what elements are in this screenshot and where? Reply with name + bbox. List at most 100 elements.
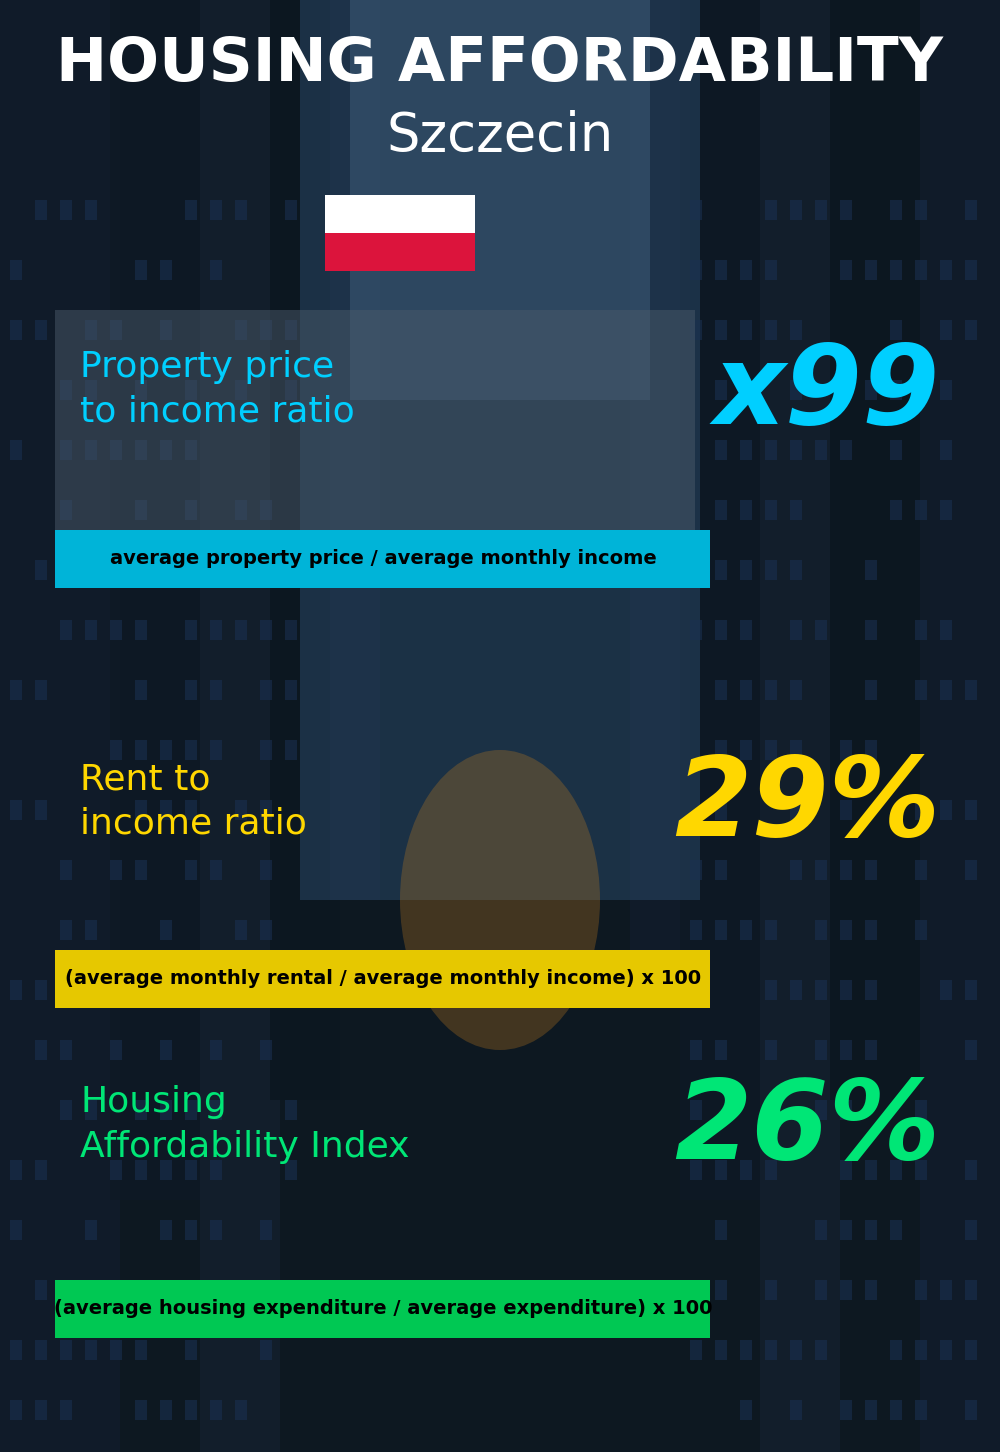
Bar — [35, 1281, 47, 1300]
Bar — [160, 921, 172, 939]
Bar — [300, 0, 700, 900]
Bar — [60, 1340, 72, 1361]
Bar — [35, 800, 47, 820]
Bar — [185, 1400, 197, 1420]
Bar — [285, 1101, 297, 1119]
Bar — [160, 1101, 172, 1119]
Bar — [690, 980, 702, 1000]
Bar — [915, 1101, 927, 1119]
Bar — [185, 620, 197, 640]
Bar — [185, 380, 197, 399]
Bar — [865, 980, 877, 1000]
Bar — [210, 1160, 222, 1180]
Bar — [715, 1040, 727, 1060]
Bar — [715, 260, 727, 280]
Bar — [260, 319, 272, 340]
Bar — [260, 1340, 272, 1361]
Bar — [285, 741, 297, 759]
Bar — [915, 921, 927, 939]
Bar — [60, 1040, 72, 1060]
Bar — [790, 319, 802, 340]
Bar — [135, 1281, 147, 1300]
Bar — [940, 260, 952, 280]
Bar — [135, 620, 147, 640]
Bar — [790, 800, 802, 820]
Bar — [85, 560, 97, 579]
Bar — [965, 1281, 977, 1300]
Bar — [815, 1101, 827, 1119]
Bar — [840, 260, 852, 280]
Bar — [200, 0, 280, 1452]
Bar — [890, 1400, 902, 1420]
Bar — [135, 499, 147, 520]
Bar — [690, 1160, 702, 1180]
Bar — [260, 800, 272, 820]
Bar — [790, 380, 802, 399]
Bar — [135, 1160, 147, 1180]
Bar — [765, 921, 777, 939]
Bar — [185, 800, 197, 820]
Bar — [235, 980, 247, 1000]
Bar — [840, 800, 852, 820]
Bar — [210, 560, 222, 579]
Bar — [915, 860, 927, 880]
Bar — [915, 1281, 927, 1300]
Bar — [10, 319, 22, 340]
Bar — [110, 319, 122, 340]
Bar — [940, 440, 952, 460]
Bar — [740, 1340, 752, 1361]
Bar — [10, 260, 22, 280]
Bar — [135, 680, 147, 700]
Bar — [110, 560, 122, 579]
Bar — [865, 860, 877, 880]
Bar — [160, 260, 172, 280]
Bar — [790, 860, 802, 880]
Bar — [325, 232, 475, 272]
Bar — [765, 1340, 777, 1361]
Bar — [890, 1160, 902, 1180]
Bar — [135, 741, 147, 759]
Bar — [865, 260, 877, 280]
Bar — [765, 980, 777, 1000]
Bar — [185, 741, 197, 759]
Bar — [840, 1101, 852, 1119]
Bar — [915, 260, 927, 280]
Bar — [765, 260, 777, 280]
Bar — [10, 1160, 22, 1180]
Bar — [890, 440, 902, 460]
Bar — [185, 1101, 197, 1119]
Bar — [85, 319, 97, 340]
Bar — [715, 860, 727, 880]
Bar — [740, 560, 752, 579]
Bar — [35, 1400, 47, 1420]
Bar — [965, 200, 977, 221]
Text: x99: x99 — [714, 340, 940, 447]
Bar — [260, 680, 272, 700]
Bar — [690, 560, 702, 579]
Bar — [60, 560, 72, 579]
Bar — [285, 1160, 297, 1180]
Bar — [890, 260, 902, 280]
Bar — [815, 1040, 827, 1060]
Bar — [10, 800, 22, 820]
Bar — [740, 620, 752, 640]
Bar — [890, 1220, 902, 1240]
Bar — [765, 560, 777, 579]
Bar — [690, 620, 702, 640]
Bar — [840, 860, 852, 880]
Bar — [760, 0, 840, 1452]
Bar — [285, 200, 297, 221]
Bar — [85, 921, 97, 939]
Bar — [740, 680, 752, 700]
Bar — [890, 1340, 902, 1361]
Bar — [840, 980, 852, 1000]
Bar — [690, 1340, 702, 1361]
Bar — [60, 499, 72, 520]
Bar — [715, 319, 727, 340]
Text: average property price / average monthly income: average property price / average monthly… — [110, 549, 656, 569]
Bar — [890, 200, 902, 221]
Bar — [740, 440, 752, 460]
Bar — [790, 440, 802, 460]
Bar — [815, 980, 827, 1000]
Bar — [765, 440, 777, 460]
